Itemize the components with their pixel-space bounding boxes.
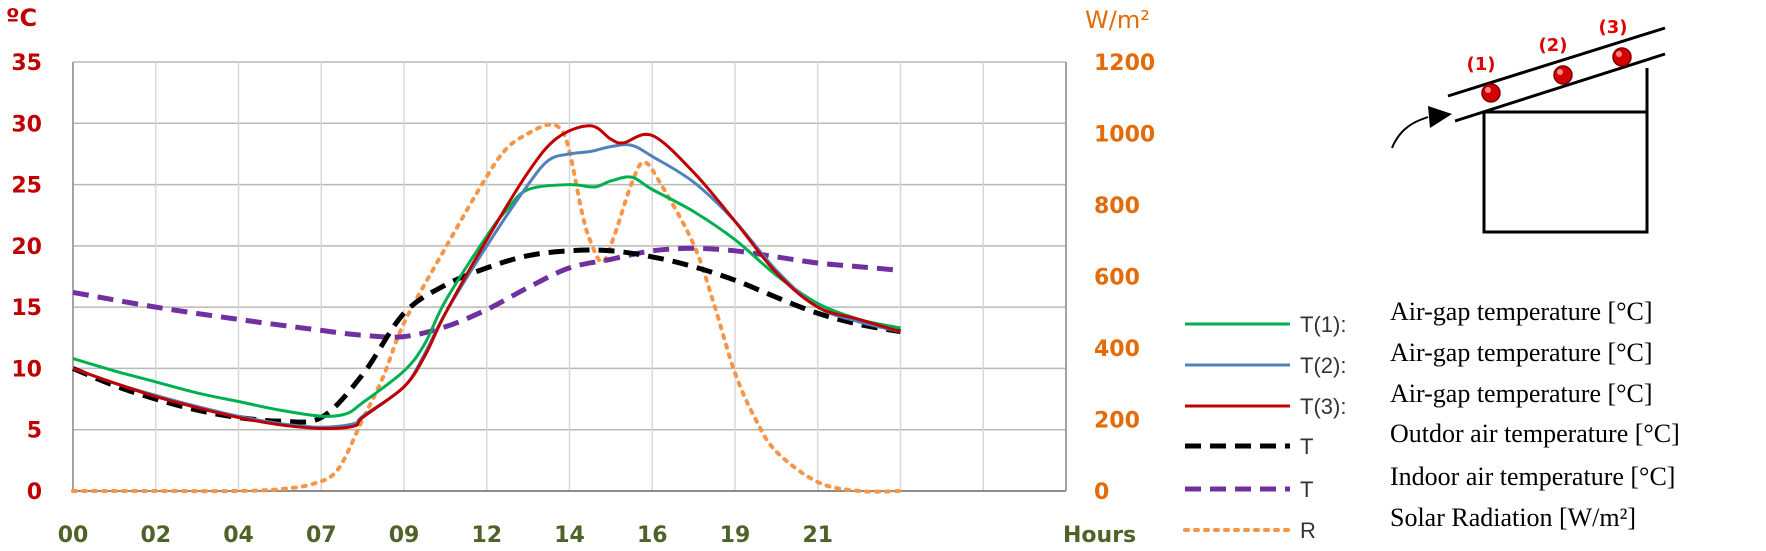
right-tick-label: 1200 xyxy=(1094,51,1155,76)
right-tick-label: 400 xyxy=(1094,337,1140,362)
right-tick-label: 0 xyxy=(1094,480,1109,505)
legend-symbol-4: T xyxy=(1300,434,1313,459)
legend-symbol-2: T(2): xyxy=(1300,353,1346,378)
right-tick-label: 600 xyxy=(1094,266,1140,291)
right-tick-label: 800 xyxy=(1094,194,1140,219)
sensor-label-2: (2) xyxy=(1539,35,1568,56)
x-tick-label: 19 xyxy=(720,523,751,548)
air-gap-diagram: (1) (2) (3) xyxy=(1391,17,1666,234)
legend-description-4: Outdor air temperature [°C] xyxy=(1390,419,1680,448)
left-axis-unit: ºC xyxy=(6,4,37,32)
right-tick-label: 1000 xyxy=(1094,123,1155,148)
right-tick-label: 200 xyxy=(1094,409,1140,434)
right-axis-unit: W/m² xyxy=(1085,6,1150,34)
left-tick-label: 20 xyxy=(11,235,42,260)
x-tick-label: 16 xyxy=(637,523,668,548)
airflow-arrow-icon xyxy=(1391,116,1429,149)
x-axis-unit: Hours xyxy=(1063,523,1136,548)
left-tick-label: 25 xyxy=(11,174,42,199)
legend-symbol-6: R xyxy=(1300,518,1316,543)
legend-symbol-3: T(3): xyxy=(1300,394,1346,419)
x-tick-label: 09 xyxy=(389,523,420,548)
legend-description-3: Air-gap temperature [°C] xyxy=(1390,379,1653,408)
left-tick-label: 0 xyxy=(27,480,42,505)
left-tick-label: 15 xyxy=(11,296,42,321)
sensor-marker-highlight xyxy=(1557,69,1563,75)
legend: T(1): Air-gap temperature [°C] T(2): Air-ga… xyxy=(1183,297,1680,543)
legend-symbol-1: T(1): xyxy=(1300,312,1346,337)
legend-description-1: Air-gap temperature [°C] xyxy=(1390,297,1653,326)
series-group xyxy=(71,122,903,494)
arrow-head-icon xyxy=(1428,106,1452,128)
left-tick-label: 30 xyxy=(11,112,42,137)
legend-description-2: Air-gap temperature [°C] xyxy=(1390,338,1653,367)
series-line-4 xyxy=(72,247,901,425)
sensor-label-3: (3) xyxy=(1599,17,1628,38)
series-line-6 xyxy=(71,122,903,494)
roof-lower-line xyxy=(1454,52,1666,123)
left-tick-label: 35 xyxy=(11,51,42,76)
plot-area xyxy=(71,61,1067,494)
left-tick-label: 5 xyxy=(27,419,42,444)
left-tick-label: 10 xyxy=(11,357,42,382)
x-tick-label: 02 xyxy=(140,523,171,548)
building-box xyxy=(1482,110,1649,234)
sensor-label-1: (1) xyxy=(1467,54,1496,75)
x-axis-ticks: 00 02 04 07 09 12 14 16 19 21 xyxy=(58,523,833,548)
series-line-5 xyxy=(72,245,901,340)
series-line-3 xyxy=(72,124,901,431)
sensor-marker-2 xyxy=(1553,65,1573,85)
sensor-marker-3 xyxy=(1612,47,1632,67)
right-axis-ticks: 0 200 400 600 800 1000 1200 xyxy=(1094,51,1155,505)
roof-upper-line xyxy=(1447,26,1666,98)
x-tick-label: 12 xyxy=(471,523,502,548)
x-tick-label: 07 xyxy=(306,523,337,548)
x-tick-label: 00 xyxy=(58,523,89,548)
x-tick-label: 04 xyxy=(223,523,254,548)
sensor-marker-1 xyxy=(1481,83,1501,103)
sensor-marker-highlight xyxy=(1485,87,1491,93)
left-axis-ticks: 0 5 10 15 20 25 30 35 xyxy=(11,51,42,505)
legend-symbol-5: T xyxy=(1300,477,1313,502)
legend-description-5: Indoor air temperature [°C] xyxy=(1390,462,1675,491)
x-tick-label: 21 xyxy=(802,523,833,548)
grid xyxy=(72,61,1067,492)
sensor-marker-highlight xyxy=(1616,51,1622,57)
x-tick-label: 14 xyxy=(554,523,585,548)
legend-description-6: Solar Radiation [W/m²] xyxy=(1390,503,1636,532)
